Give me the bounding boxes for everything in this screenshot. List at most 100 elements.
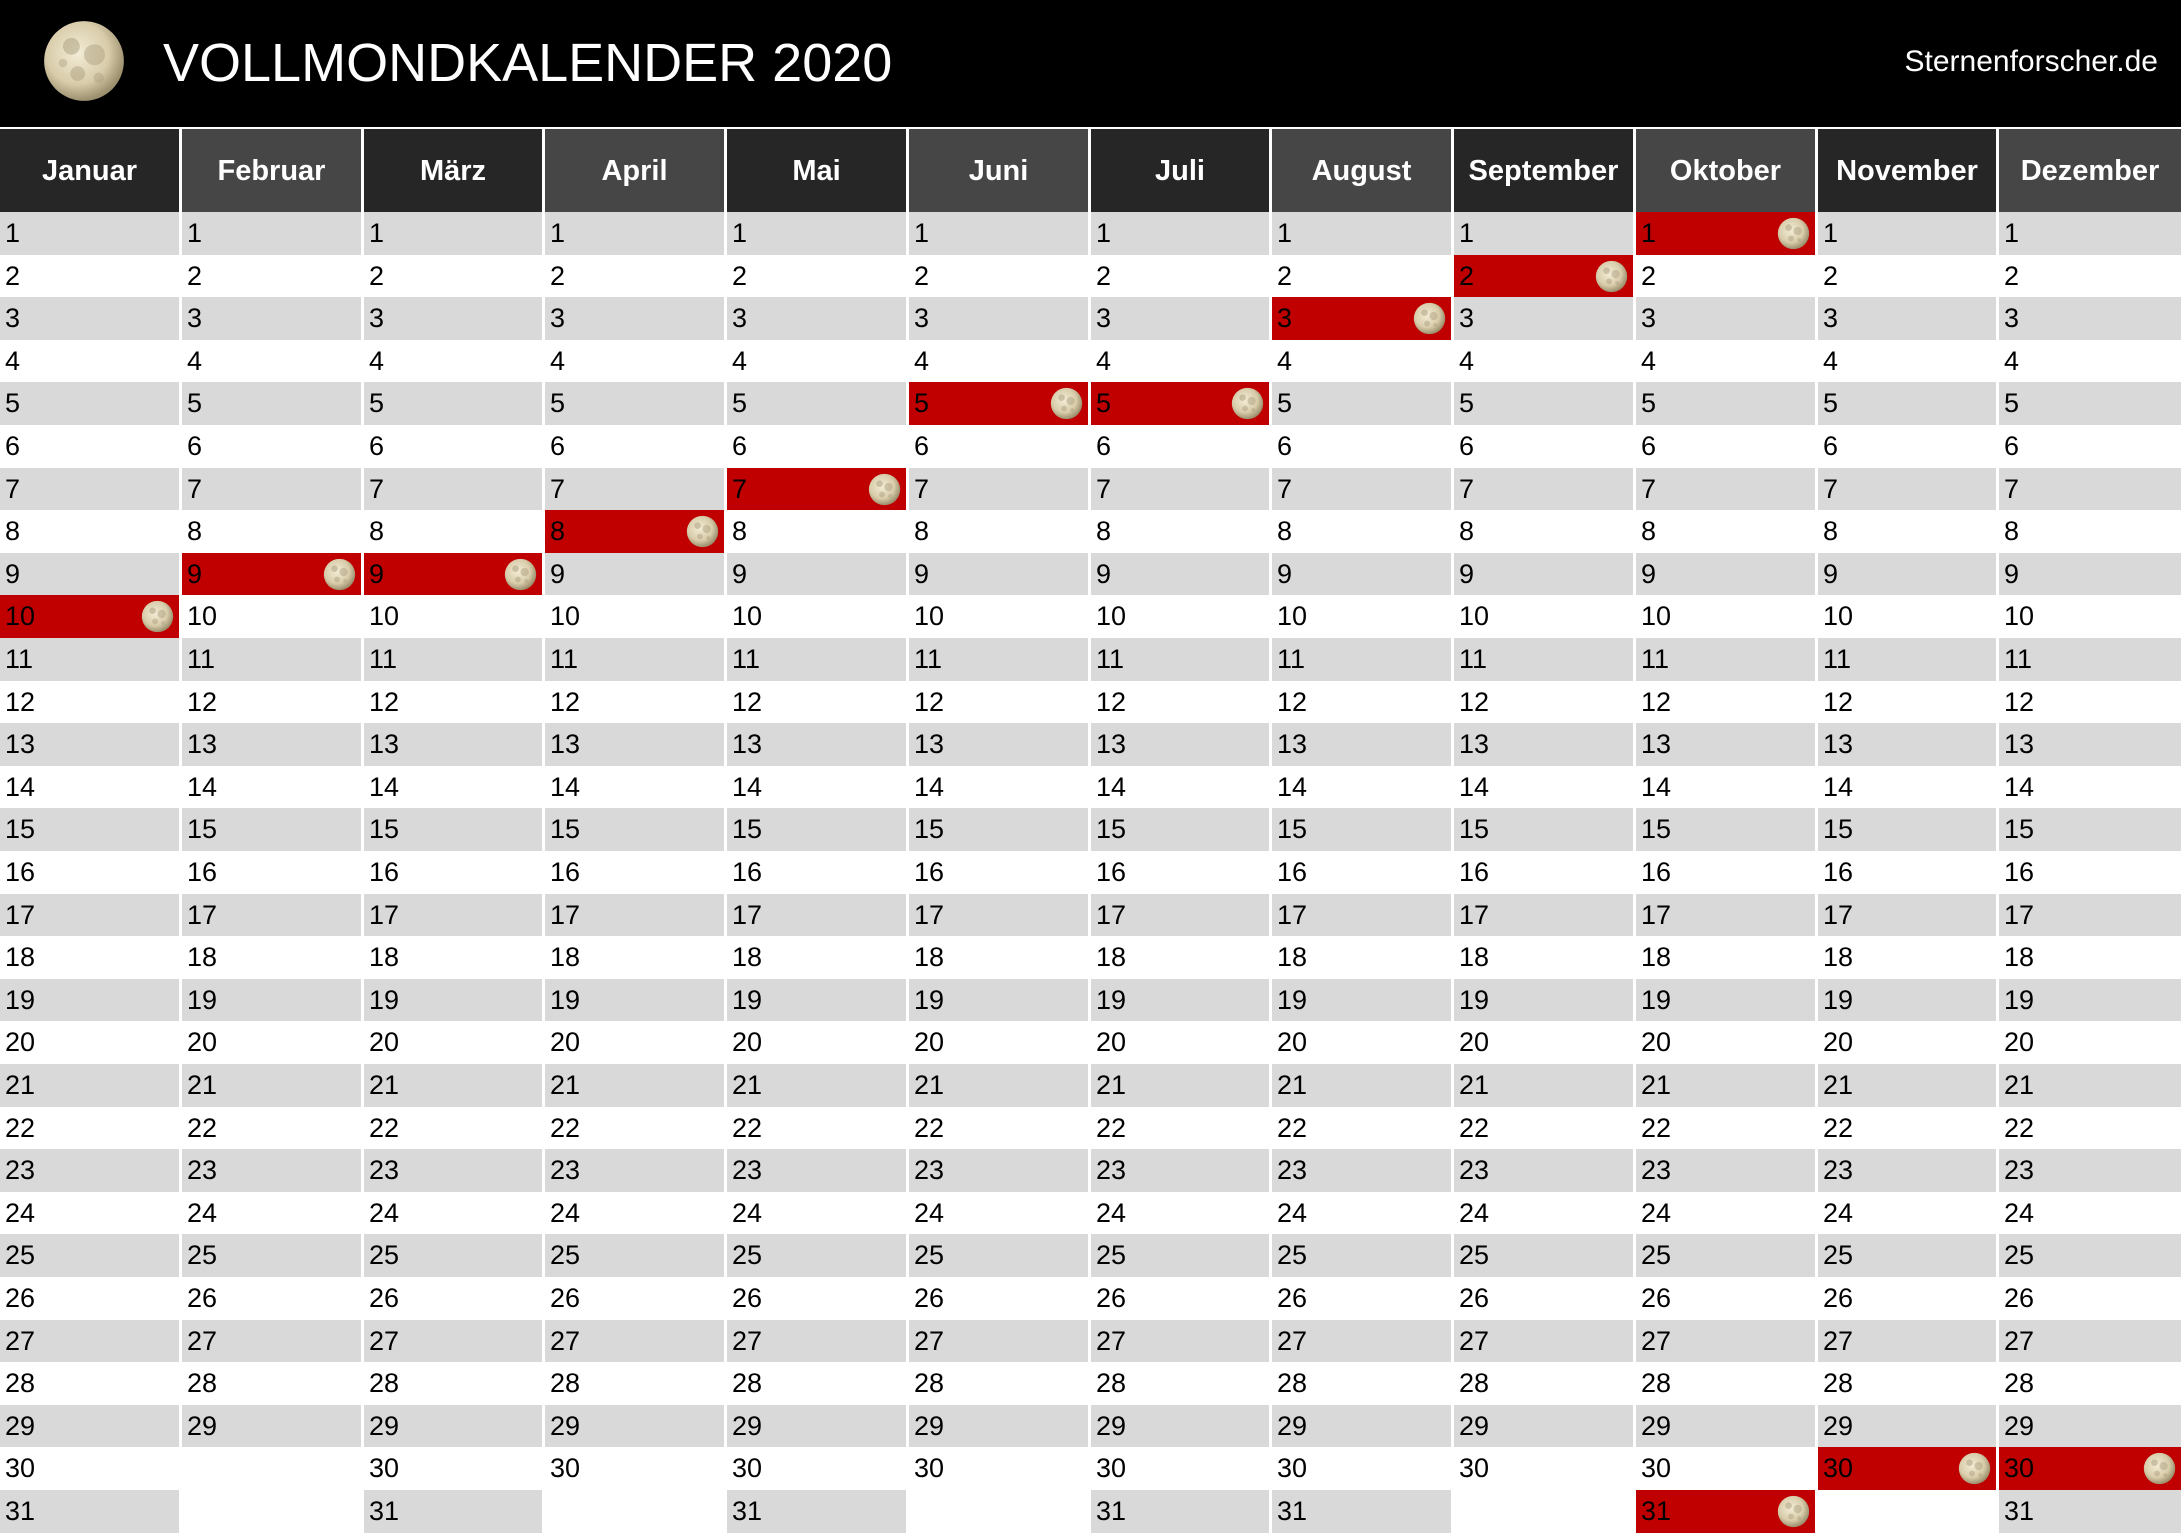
day-number: 1: [1641, 218, 1657, 248]
day-cell: 27: [0, 1319, 179, 1363]
day-cell: 20: [364, 1021, 542, 1064]
day-number: 30: [2004, 1453, 2035, 1484]
day-number: 5: [732, 388, 748, 419]
day-cell: 23: [1272, 1149, 1451, 1192]
day-number: 9: [187, 558, 203, 589]
day-cell: 27: [1636, 1319, 1815, 1363]
day-number: 16: [5, 857, 36, 887]
day-number: 19: [369, 984, 400, 1015]
day-number: 2: [1641, 260, 1657, 291]
day-number: 23: [1459, 1155, 1490, 1186]
day-cell: 14: [727, 766, 906, 809]
day-cell: 26: [1091, 1277, 1269, 1320]
day-number: 9: [1641, 558, 1657, 589]
day-cell: 22: [1272, 1107, 1451, 1150]
day-cell: 1: [909, 212, 1088, 255]
day-number: 12: [1823, 686, 1854, 717]
day-number: 30: [1459, 1453, 1490, 1484]
day-number: 7: [732, 473, 748, 504]
day-cell: 31: [0, 1490, 179, 1533]
day-cell: 13: [182, 723, 361, 766]
day-cell: 28: [1454, 1362, 1633, 1405]
day-cell: 7: [909, 467, 1088, 511]
day-number: 20: [2004, 1027, 2035, 1058]
day-cell: 16: [545, 851, 724, 894]
day-number: 21: [914, 1070, 945, 1100]
day-number: 5: [1096, 388, 1112, 419]
day-cell: 3: [1999, 297, 2181, 340]
day-number: 20: [1277, 1027, 1308, 1058]
day-cell: 21: [1999, 1064, 2181, 1107]
day-number: 20: [1459, 1027, 1490, 1058]
day-cell: 20: [1454, 1021, 1633, 1064]
day-cell: 3: [364, 297, 542, 340]
day-cell: 12: [909, 681, 1088, 724]
day-number: 29: [1277, 1410, 1308, 1441]
day-number: 10: [1641, 601, 1672, 632]
day-number: 5: [914, 388, 930, 419]
day-number: 8: [369, 516, 385, 547]
day-cell: 3: [182, 297, 361, 340]
day-number: 15: [732, 814, 763, 845]
day-number: 6: [914, 431, 930, 461]
day-number: 8: [2004, 516, 2020, 547]
day-number: 6: [732, 431, 748, 461]
day-cell: 1: [1272, 212, 1451, 255]
day-number: 26: [1641, 1283, 1672, 1313]
day-cell: 29: [727, 1404, 906, 1448]
day-cell: 14: [1999, 766, 2181, 809]
day-number: 25: [1096, 1240, 1127, 1271]
day-number: 11: [914, 644, 943, 674]
day-cell: 13: [1818, 723, 1996, 766]
day-number: 26: [732, 1283, 763, 1313]
day-cell: 7: [1636, 467, 1815, 511]
day-number: 14: [187, 771, 218, 802]
day-number: 29: [1641, 1410, 1672, 1441]
full-moon-icon: [1777, 1495, 1810, 1528]
day-number: 29: [187, 1410, 218, 1441]
day-number: 7: [1096, 473, 1112, 504]
day-cell: 13: [1999, 723, 2181, 766]
day-cell: 16: [182, 851, 361, 894]
day-number: 29: [550, 1410, 581, 1441]
day-number: 14: [550, 771, 581, 802]
day-cell: 23: [1454, 1149, 1633, 1192]
day-cell: 4: [545, 340, 724, 383]
day-cell: 9: [0, 552, 179, 596]
day-number: 17: [914, 899, 945, 930]
day-cell: 15: [1454, 808, 1633, 851]
day-number: 21: [2004, 1070, 2035, 1100]
day-number: 24: [732, 1197, 763, 1228]
day-cell: 3: [1454, 297, 1633, 340]
day-number: 5: [187, 388, 203, 419]
day-number: 4: [187, 345, 203, 376]
day-cell: 29: [909, 1404, 1088, 1448]
day-number: 1: [1096, 218, 1112, 248]
day-number: 27: [732, 1325, 763, 1356]
day-cell: 1: [1818, 212, 1996, 255]
day-number: 18: [914, 942, 945, 973]
day-number: 12: [1277, 686, 1308, 717]
day-number: 28: [5, 1368, 36, 1399]
day-cell: 15: [1818, 808, 1996, 851]
day-cell: 21: [1454, 1064, 1633, 1107]
day-number: 1: [732, 218, 748, 248]
day-cell: 4: [1454, 340, 1633, 383]
day-number: 17: [5, 899, 36, 930]
day-number: 31: [369, 1496, 400, 1526]
day-number: 20: [369, 1027, 400, 1058]
day-cell: 14: [0, 766, 179, 809]
day-number: 28: [2004, 1368, 2035, 1399]
day-number: 19: [1823, 984, 1854, 1015]
day-number: 29: [369, 1410, 400, 1441]
full-moon-icon: [1777, 217, 1810, 250]
day-cell: 20: [1818, 1021, 1996, 1064]
day-number: 8: [550, 516, 566, 547]
day-number: 8: [732, 516, 748, 547]
day-cell: 5: [182, 382, 361, 425]
day-cell: 30: [1454, 1447, 1633, 1490]
day-cell: 29: [182, 1404, 361, 1448]
day-number: 4: [2004, 345, 2020, 376]
day-number: 29: [2004, 1410, 2035, 1441]
day-cell: 29: [1636, 1404, 1815, 1448]
